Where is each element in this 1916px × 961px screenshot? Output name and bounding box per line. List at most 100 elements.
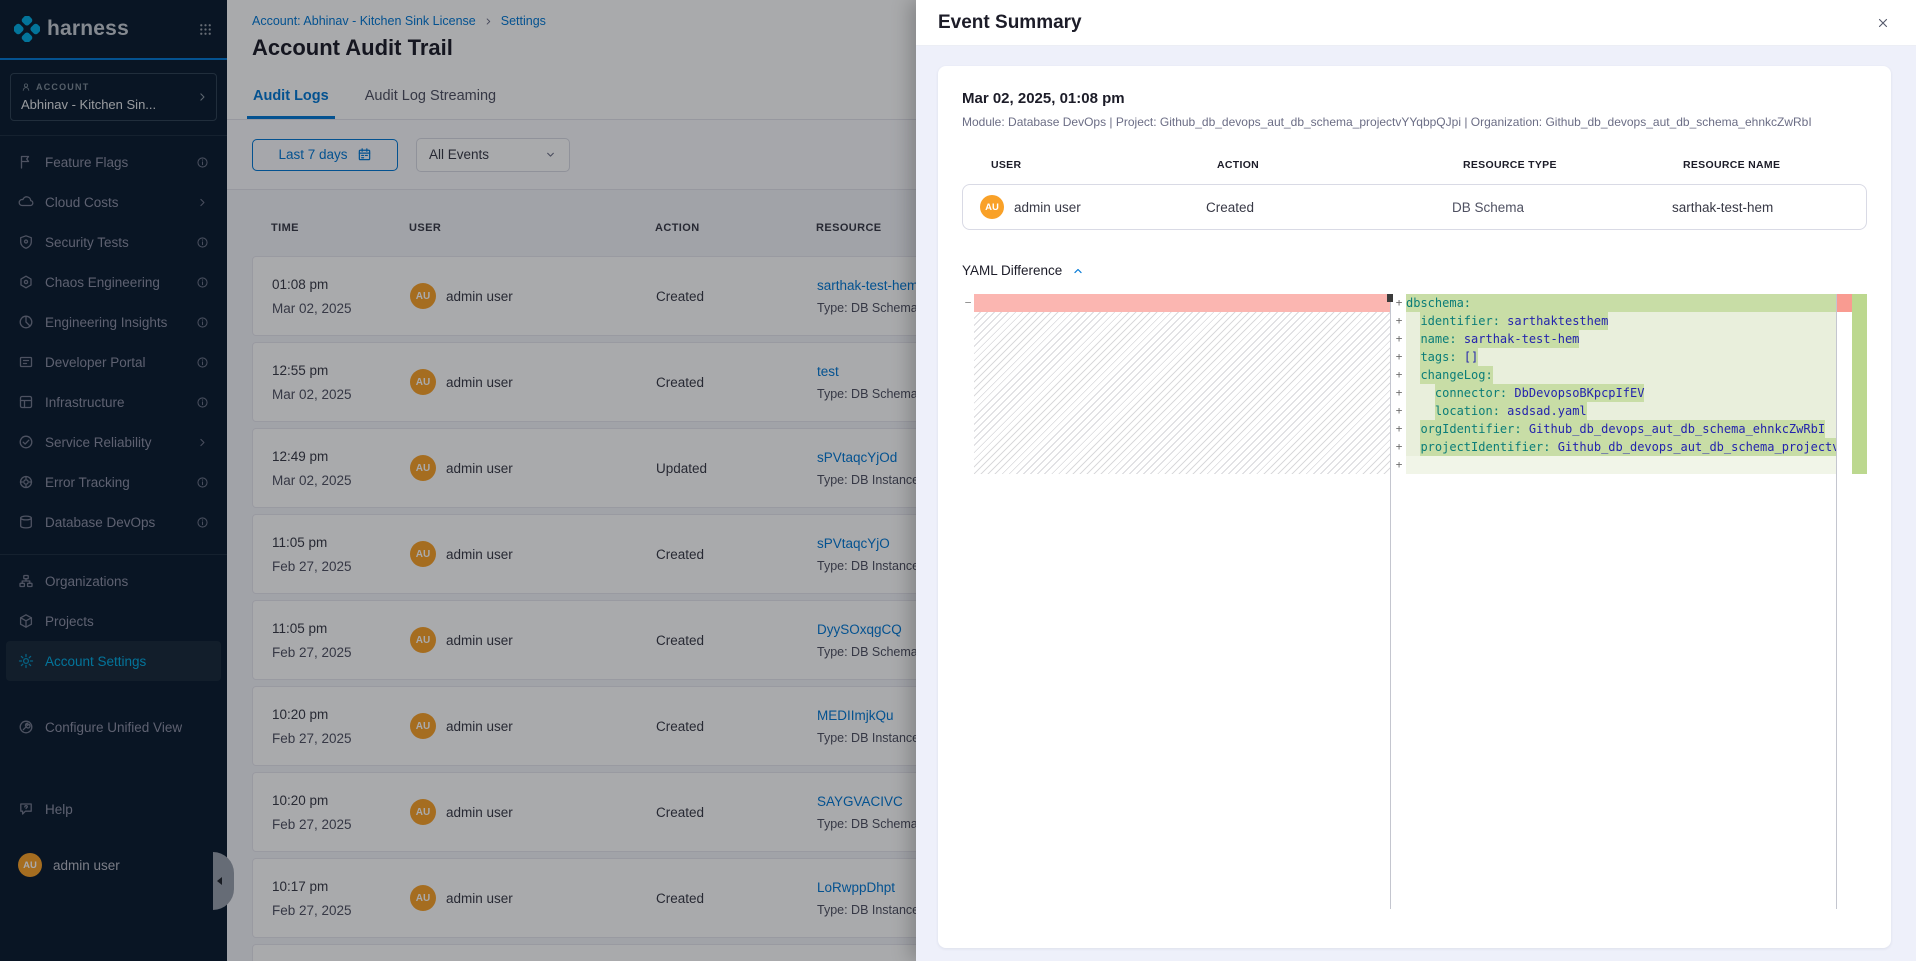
row-resource-type: Type: DB Schema <box>817 816 918 831</box>
yaml-added-line: + connector: DbDevopsoBKpcpIfEV <box>1392 384 1836 402</box>
account-name: Abhinav - Kitchen Sin... <box>21 97 157 112</box>
row-resource-link[interactable]: SAYGVACIVC <box>817 793 903 809</box>
row-date: Mar 02, 2025 <box>272 386 352 402</box>
sidebar-item-account-settings[interactable]: Account Settings <box>6 641 221 681</box>
drawer-title: Event Summary <box>938 11 1082 33</box>
avatar: AU <box>410 455 436 481</box>
error-tracking-icon <box>18 474 34 490</box>
row-resource-type: Type: DB Instance <box>817 472 920 487</box>
chevron-down-icon <box>544 148 557 161</box>
sidebar-item-label: Projects <box>45 613 94 629</box>
summary-resource-type: DB Schema <box>1452 199 1525 215</box>
chevron-right-icon[interactable] <box>196 196 209 209</box>
shield-icon <box>18 234 34 250</box>
sidebar-item-cloud-costs[interactable]: Cloud Costs <box>6 182 221 222</box>
row-date: Feb 27, 2025 <box>272 644 352 660</box>
sidebar-item-configure-unified-view[interactable]: Configure Unified View <box>6 707 221 747</box>
sidebar-item-label: Configure Unified View <box>45 719 183 735</box>
sidebar-item-help[interactable]: Help <box>6 789 221 829</box>
sidebar-collapse-handle[interactable] <box>213 852 234 910</box>
yaml-difference-toggle[interactable]: YAML Difference <box>962 263 1867 278</box>
row-user: admin user <box>446 804 513 820</box>
ruler-added-mark <box>1852 294 1867 474</box>
row-resource-type: Type: DB Instance <box>817 902 920 917</box>
row-time: 12:49 pm <box>272 448 329 464</box>
breadcrumb-settings-link[interactable]: Settings <box>500 14 546 28</box>
row-resource-link[interactable]: MEDIImjkQu <box>817 707 894 723</box>
breadcrumb-account-link[interactable]: Account: Abhinav - Kitchen Sink License <box>252 14 476 28</box>
organizations-icon <box>18 573 34 589</box>
sidebar-item-projects[interactable]: Projects <box>6 601 221 641</box>
row-user: admin user <box>446 460 513 476</box>
sidebar-item-engineering-insights[interactable]: Engineering Insights <box>6 302 221 342</box>
sidebar-item-infrastructure[interactable]: Infrastructure <box>6 382 221 422</box>
module-menu: Feature Flags Cloud Costs Security Tests… <box>0 142 227 542</box>
event-filter-select[interactable]: All Events <box>416 137 570 172</box>
avatar: AU <box>410 627 436 653</box>
column-header-user: USER <box>409 222 442 234</box>
yaml-difference-label: YAML Difference <box>962 263 1063 278</box>
sidebar-user-menu[interactable]: AU admin user <box>6 845 221 885</box>
row-user: admin user <box>446 718 513 734</box>
diff-overview-ruler[interactable] <box>1837 294 1867 909</box>
row-user: admin user <box>446 890 513 906</box>
chevron-up-icon <box>1071 264 1085 278</box>
row-date: Feb 27, 2025 <box>272 730 352 746</box>
sidebar-item-organizations[interactable]: Organizations <box>6 561 221 601</box>
info-icon <box>196 516 209 529</box>
sidebar-item-error-tracking[interactable]: Error Tracking <box>6 462 221 502</box>
date-range-button[interactable]: Last 7 days <box>252 138 398 171</box>
chevron-right-icon <box>196 91 209 104</box>
flag-icon <box>18 154 34 170</box>
diff-removed-line <box>974 294 1390 312</box>
row-user: admin user <box>446 632 513 648</box>
sidebar-item-service-reliability[interactable]: Service Reliability <box>6 422 221 462</box>
sidebar-item-database-devops[interactable]: Database DevOps <box>6 502 221 542</box>
sidebar-item-label: Infrastructure <box>45 394 125 410</box>
user-name: admin user <box>53 857 120 873</box>
sidebar-item-chaos-engineering[interactable]: Chaos Engineering <box>6 262 221 302</box>
row-action: Created <box>656 632 705 648</box>
drawer-header: Event Summary <box>916 0 1916 46</box>
diff-split-sash[interactable] <box>1387 294 1393 302</box>
row-action: Created <box>656 374 705 390</box>
summary-user: admin user <box>1014 199 1081 215</box>
row-time: 10:17 pm <box>272 878 329 894</box>
apps-grid-icon[interactable] <box>198 22 213 37</box>
row-resource-link[interactable]: test <box>817 363 839 379</box>
account-icon <box>21 82 31 92</box>
event-summary-drawer: Event Summary Mar 02, 2025, 01:08 pm Mod… <box>916 0 1916 961</box>
yaml-diff-viewer: − + dbschema: + identifier: sarthaktesth… <box>962 294 1867 909</box>
yaml-added-line: + dbschema: <box>1392 294 1836 312</box>
event-timestamp: Mar 02, 2025, 01:08 pm <box>962 90 1125 107</box>
diff-added-sign: + <box>1395 440 1403 453</box>
sidebar-item-label: Organizations <box>45 573 129 589</box>
column-header-resource: RESOURCE <box>816 222 882 234</box>
sidebar-item-feature-flags[interactable]: Feature Flags <box>6 142 221 182</box>
wrench-icon <box>18 719 34 735</box>
chevron-right-icon[interactable] <box>196 436 209 449</box>
avatar: AU <box>410 799 436 825</box>
yaml-added-line: + <box>1392 456 1836 474</box>
info-icon <box>196 476 209 489</box>
tab-audit-log-streaming[interactable]: Audit Log Streaming <box>364 88 497 104</box>
sidebar-item-label: Security Tests <box>45 234 129 250</box>
event-summary-card: Mar 02, 2025, 01:08 pm Module: Database … <box>938 66 1891 948</box>
row-resource-link[interactable]: LoRwppDhpt <box>817 879 896 895</box>
sidebar-item-developer-portal[interactable]: Developer Portal <box>6 342 221 382</box>
account-settings-menu: Organizations Projects Account Settings <box>0 561 227 681</box>
row-resource-link[interactable]: DyySOxqgCQ <box>817 621 902 637</box>
reliability-icon <box>18 434 34 450</box>
row-time: 10:20 pm <box>272 792 329 808</box>
row-resource-link[interactable]: sarthak-test-hem <box>817 277 919 293</box>
diff-added-sign: + <box>1395 458 1403 471</box>
row-action: Updated <box>656 460 708 476</box>
close-icon[interactable] <box>1872 12 1894 34</box>
tab-audit-logs[interactable]: Audit Logs <box>247 88 335 119</box>
account-selector[interactable]: ACCOUNT Abhinav - Kitchen Sin... <box>10 73 217 121</box>
row-resource-link[interactable]: sPVtaqcYjOd <box>817 449 898 465</box>
sidebar-item-security-tests[interactable]: Security Tests <box>6 222 221 262</box>
harness-logo-icon <box>14 16 40 42</box>
row-resource-link[interactable]: sPVtaqcYjO <box>817 535 890 551</box>
row-action: Created <box>656 288 705 304</box>
